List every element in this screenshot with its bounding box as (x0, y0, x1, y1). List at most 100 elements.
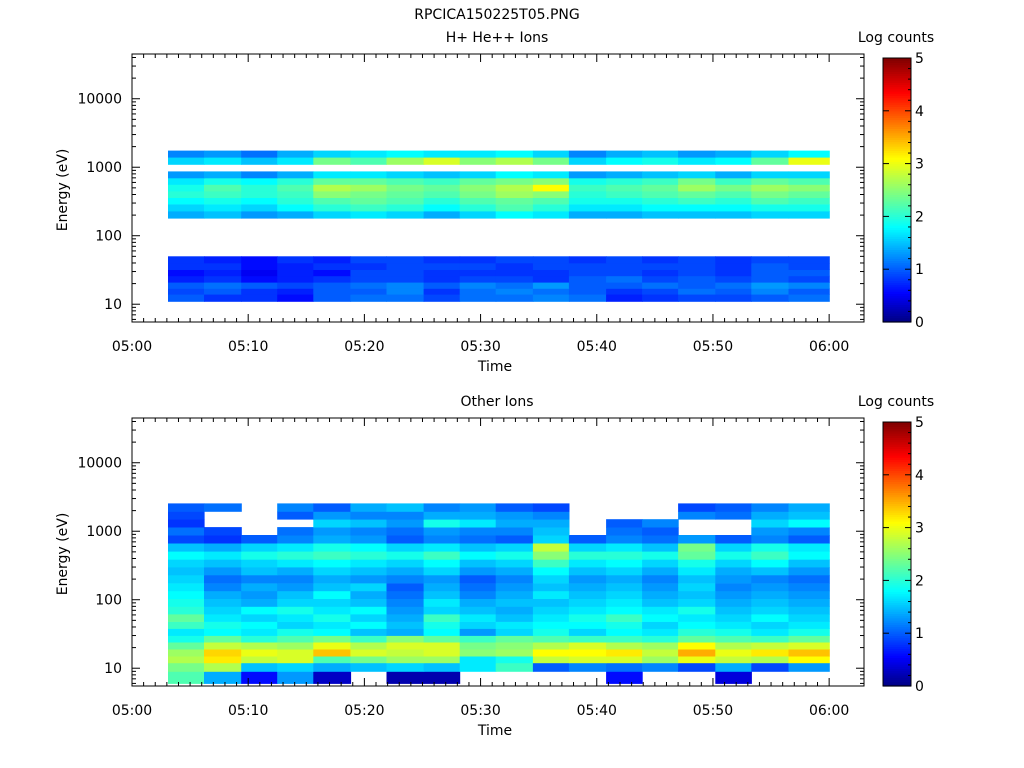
heatmap-cell (678, 157, 716, 165)
colorbar-segment (883, 124, 911, 127)
heatmap-cell (788, 210, 830, 219)
colorbar-segment (883, 538, 911, 542)
heatmap-cell (751, 598, 790, 607)
colorbar-segment (883, 455, 911, 458)
colorbar-frame (882, 421, 912, 687)
colorbar-segment (883, 639, 911, 643)
heatmap-cell (168, 543, 205, 552)
heatmap-cell (386, 559, 425, 568)
heatmap-cell (459, 606, 497, 615)
heatmap-cell (751, 294, 790, 302)
heatmap-cell (241, 574, 278, 584)
colorbar-segment (883, 260, 911, 264)
heatmap-cell (788, 503, 830, 512)
heatmap-cell (350, 613, 387, 622)
colorbar-segment (883, 181, 911, 184)
colorbar-segment (883, 251, 911, 255)
heatmap-cell (459, 275, 497, 283)
heatmap-cell (277, 671, 314, 684)
colorbar-segment (883, 249, 911, 253)
colorbar-segment (883, 278, 911, 281)
heatmap-cell (423, 590, 461, 599)
heatmap-cell (642, 590, 679, 599)
colorbar-segment (883, 578, 911, 581)
heatmap-cell (386, 197, 425, 205)
heatmap-cell (606, 559, 643, 568)
heatmap-cell (715, 543, 752, 552)
colorbar-segment (883, 668, 911, 672)
colorbar-segment (883, 146, 911, 149)
heatmap-cell (423, 567, 461, 576)
colorbar-segment (883, 611, 911, 614)
heatmap-cell (459, 590, 497, 599)
heatmap-cell (678, 511, 716, 520)
heatmap-cell (313, 613, 352, 622)
heatmap-cell (678, 635, 716, 643)
heatmap-cell (313, 551, 352, 560)
colorbar-segment (883, 437, 911, 441)
colorbar-segment (883, 262, 911, 266)
heatmap-cell (313, 649, 352, 657)
heatmap-cell (715, 157, 752, 165)
heatmap-cell (313, 671, 352, 684)
colorbar-tick-label: 1 (915, 626, 924, 642)
colorbar-segment (883, 675, 911, 678)
heatmap-cell (277, 191, 314, 198)
heatmap-cell (532, 171, 570, 179)
x-axis-label: Time (477, 723, 512, 739)
heatmap-cell (751, 606, 790, 615)
heatmap-cell (606, 590, 643, 599)
heatmap-cell (313, 567, 352, 576)
heatmap-cell (168, 204, 205, 212)
heatmap-cell (532, 503, 570, 512)
heatmap-cell (495, 613, 534, 622)
heatmap-cell (751, 590, 790, 599)
heatmap-cell (788, 519, 830, 528)
heatmap-cell (751, 191, 790, 198)
colorbar-segment (883, 179, 911, 182)
heatmap-cell (313, 191, 352, 198)
colorbar-tick-label: 0 (915, 315, 924, 331)
heatmap-cell (532, 275, 570, 283)
heatmap-cell (459, 543, 497, 552)
heatmap-cell (788, 649, 830, 657)
heatmap-cell (241, 583, 278, 592)
heatmap-cell (168, 210, 205, 219)
colorbar-label: Log counts (858, 394, 934, 410)
heatmap-cell (642, 656, 679, 664)
colorbar-tick-label: 2 (915, 209, 924, 225)
heatmap-cell (386, 656, 425, 664)
colorbar-segment (883, 547, 911, 551)
heatmap-cell (715, 275, 752, 283)
heatmap-cell (751, 197, 790, 205)
heatmap-cell (788, 642, 830, 650)
colorbar-segment (883, 137, 911, 140)
heatmap-cell (423, 150, 461, 158)
heatmap-cell (350, 574, 387, 584)
heatmap-cell (386, 642, 425, 650)
heatmap-cell (204, 642, 242, 650)
colorbar-segment (883, 106, 911, 110)
heatmap-cell (423, 256, 461, 264)
heatmap-cell (204, 606, 242, 615)
heatmap-cell (532, 662, 570, 672)
heatmap-cell (423, 204, 461, 212)
heatmap-cell (642, 197, 679, 205)
colorbar-tick-label: 3 (915, 157, 924, 173)
heatmap-cell (459, 256, 497, 264)
heatmap-cell (277, 559, 314, 568)
colorbar-segment (883, 534, 911, 537)
heatmap-cell (751, 288, 790, 295)
heatmap-cell (532, 511, 570, 520)
heatmap-cell (277, 269, 314, 277)
colorbar-segment (883, 628, 911, 632)
heatmap-cell (532, 184, 570, 192)
panel-h-he-ions: H+ He++ Ions Log counts Time Energy (eV)… (55, 30, 934, 375)
heatmap-cell (386, 535, 425, 544)
heatmap-cell (788, 543, 830, 552)
colorbar-segment (883, 297, 911, 301)
y-axis-label: Energy (eV) (55, 513, 71, 596)
heatmap-cell (277, 598, 314, 607)
colorbar-segment (883, 99, 911, 103)
heatmap-cell (350, 269, 387, 277)
